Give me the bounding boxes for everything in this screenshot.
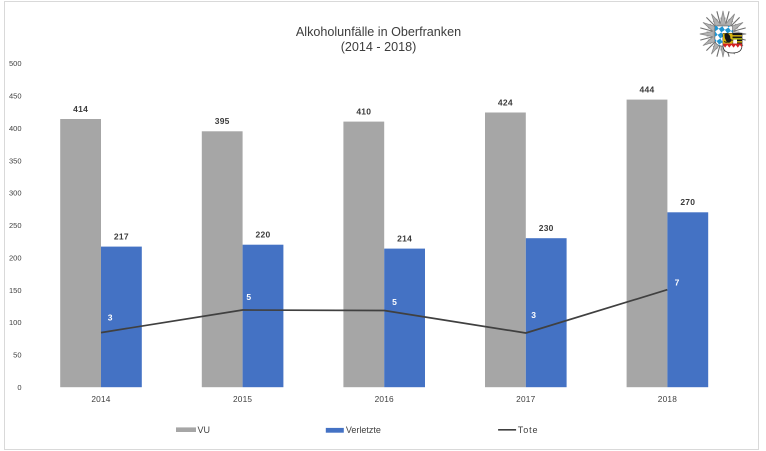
svg-text:450: 450: [9, 92, 22, 101]
svg-text:395: 395: [215, 116, 230, 126]
svg-text:250: 250: [9, 221, 22, 230]
svg-text:0: 0: [17, 383, 21, 392]
svg-text:410: 410: [356, 106, 371, 116]
svg-text:400: 400: [9, 124, 22, 133]
svg-text:2015: 2015: [233, 394, 252, 404]
svg-text:200: 200: [9, 253, 22, 262]
svg-text:414: 414: [73, 104, 88, 114]
svg-text:2018: 2018: [658, 394, 677, 404]
svg-text:2017: 2017: [516, 394, 535, 404]
svg-text:5: 5: [246, 292, 251, 302]
svg-text:2016: 2016: [375, 394, 394, 404]
svg-text:217: 217: [114, 231, 129, 241]
svg-text:7: 7: [675, 278, 680, 288]
svg-text:100: 100: [9, 318, 22, 327]
svg-text:2014: 2014: [91, 394, 110, 404]
svg-text:50: 50: [13, 351, 21, 360]
svg-text:(2014 - 2018): (2014 - 2018): [341, 40, 417, 54]
svg-text:270: 270: [680, 197, 695, 207]
svg-text:214: 214: [397, 233, 412, 243]
svg-text:VU: VU: [198, 425, 211, 435]
svg-text:3: 3: [531, 310, 536, 320]
svg-text:Alkoholunfälle in Oberfranken: Alkoholunfälle in Oberfranken: [296, 25, 461, 39]
svg-text:444: 444: [640, 84, 655, 94]
svg-text:150: 150: [9, 286, 22, 295]
svg-text:Tote: Tote: [518, 425, 539, 435]
svg-text:350: 350: [9, 156, 22, 165]
svg-text:Verletzte: Verletzte: [346, 425, 381, 435]
svg-text:424: 424: [498, 97, 513, 107]
svg-text:500: 500: [9, 59, 22, 68]
svg-text:220: 220: [256, 230, 271, 240]
svg-text:3: 3: [108, 313, 113, 323]
svg-text:300: 300: [9, 189, 22, 198]
svg-text:5: 5: [392, 297, 397, 307]
svg-text:230: 230: [539, 223, 554, 233]
